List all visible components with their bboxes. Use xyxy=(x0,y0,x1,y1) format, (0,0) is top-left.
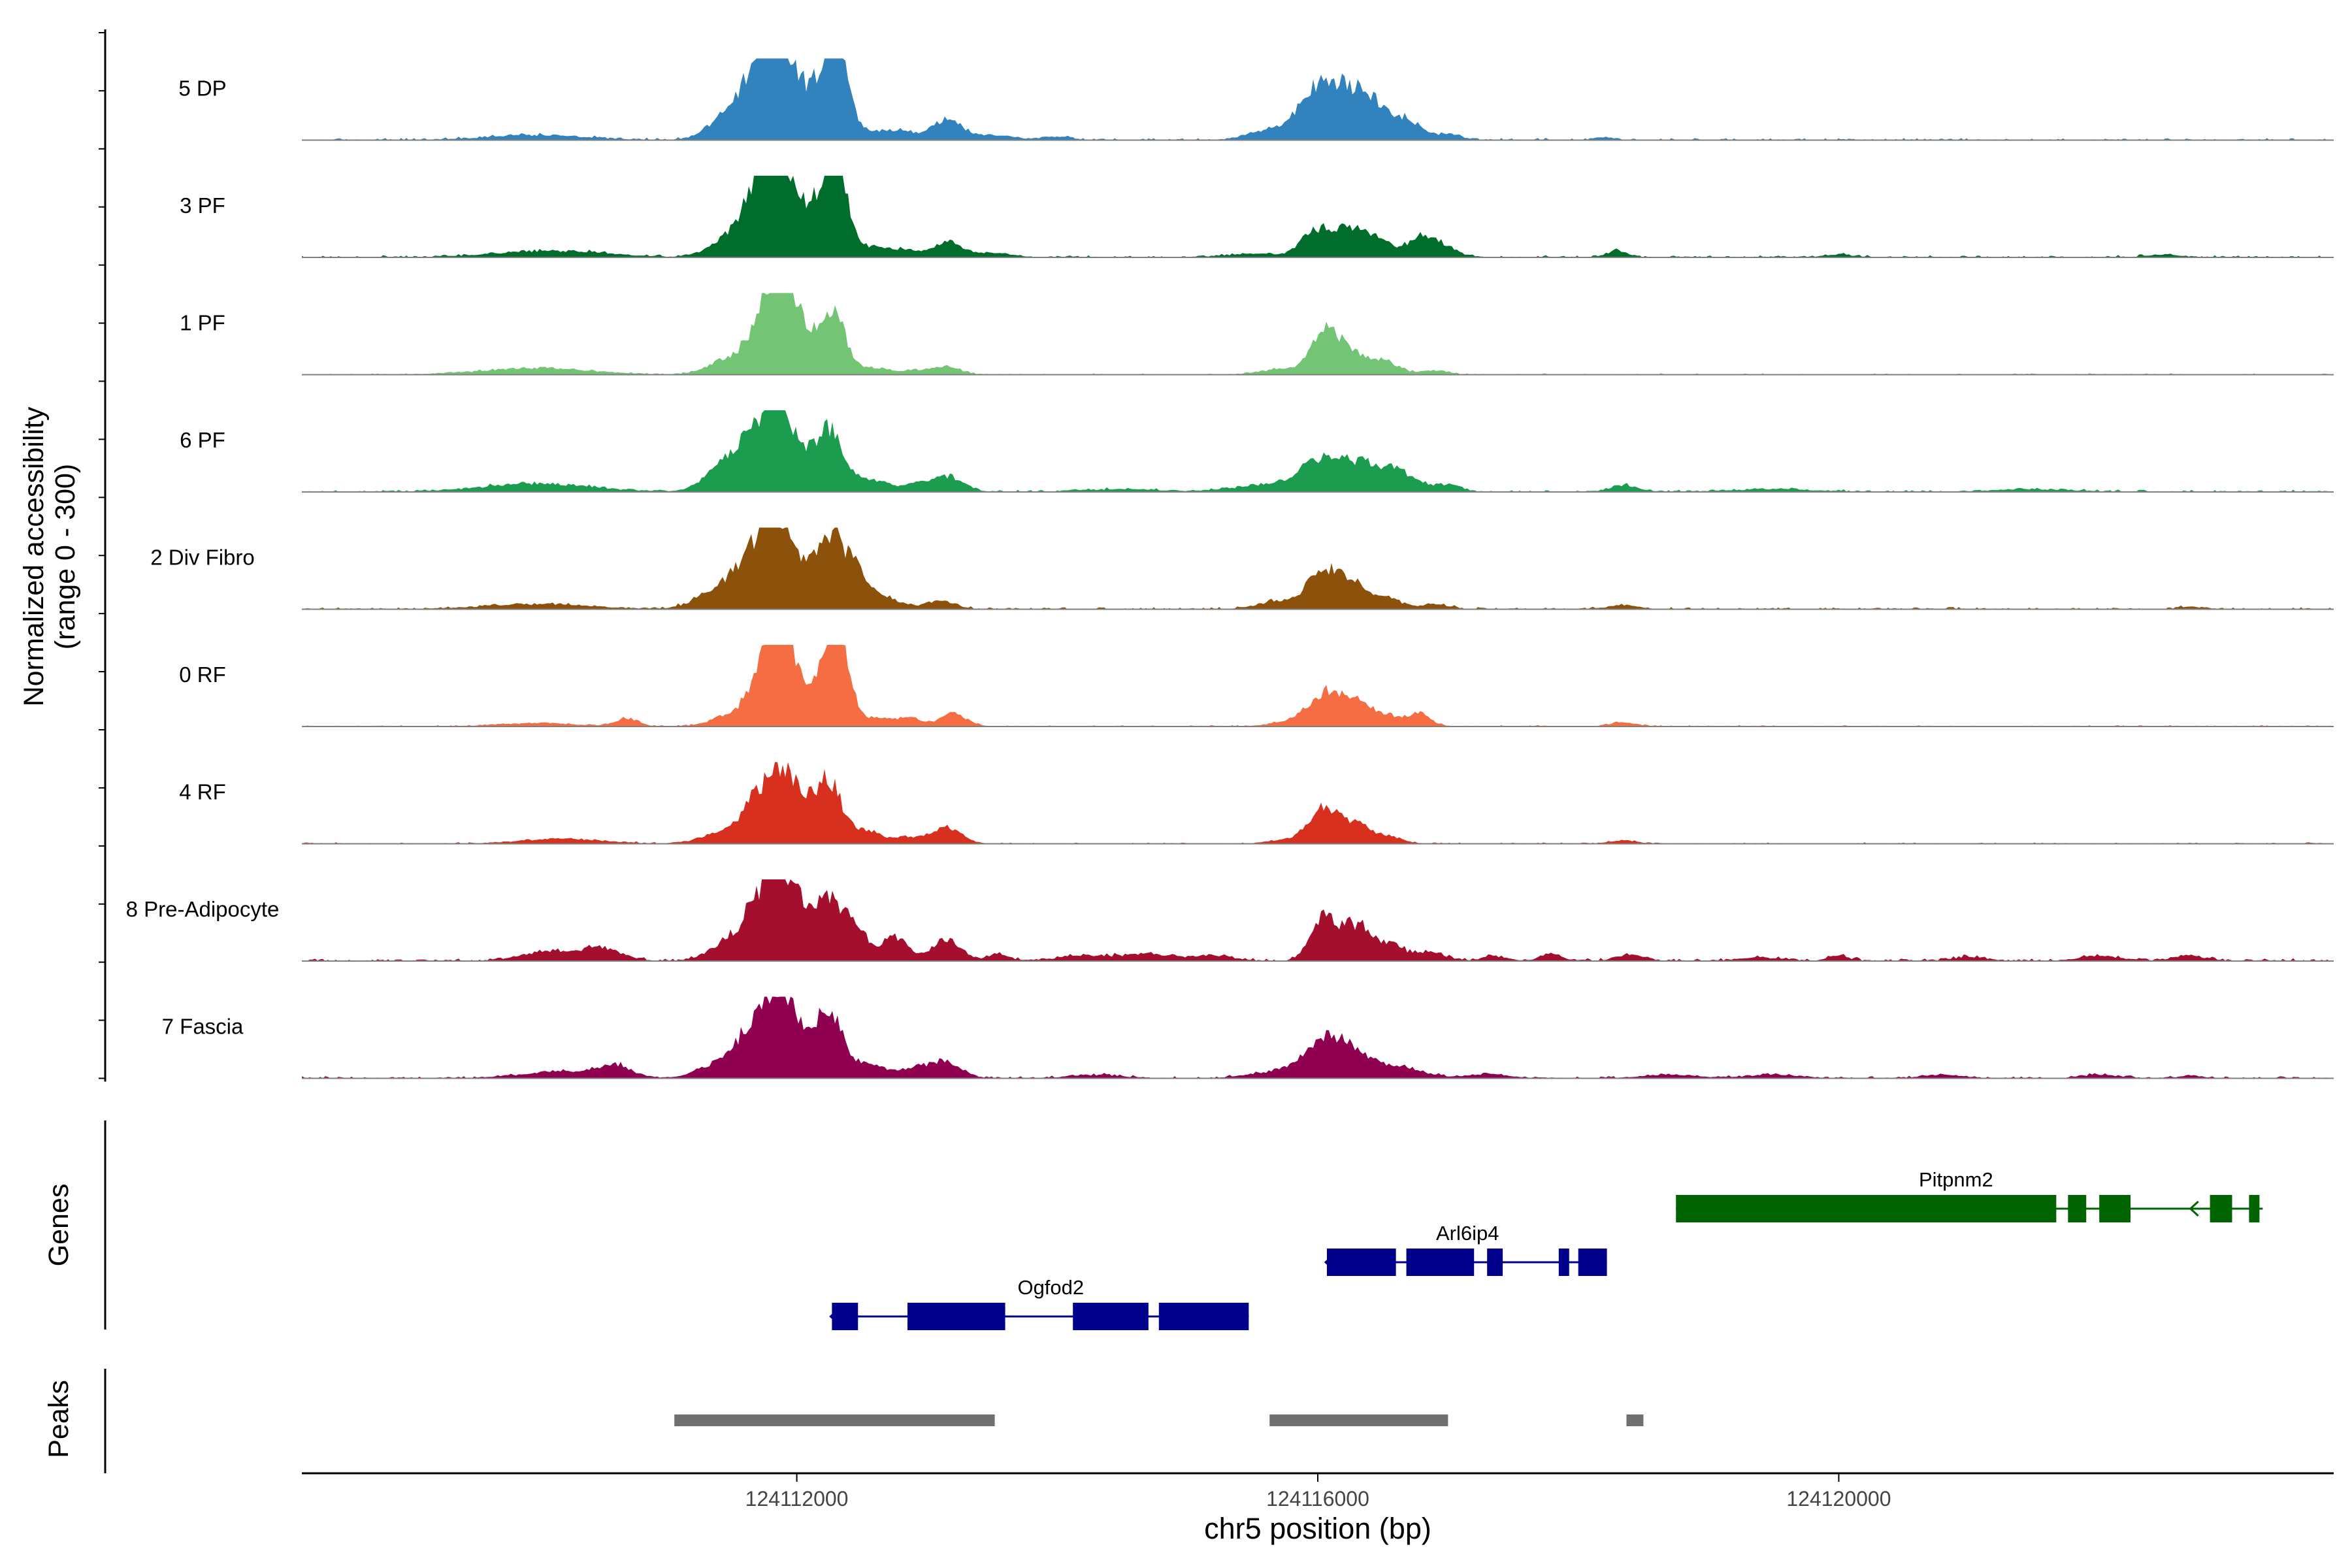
coverage-tracks: 5 DP 3 PF 1 PF 6 PF 2 Div Fibro 0 RF 4 RF 8 Pre… xyxy=(126,58,2334,1079)
track-6-pf: 6 PF xyxy=(180,410,2334,493)
coverage-area xyxy=(302,527,2334,610)
gene-arl6ip4: Arl6ip4 xyxy=(1324,1222,1607,1276)
coverage-area xyxy=(302,176,2334,257)
y-axis-range-label: (range 0 - 300) xyxy=(50,464,81,649)
gene-label: Arl6ip4 xyxy=(1436,1222,1499,1245)
coverage-area xyxy=(302,293,2334,375)
peaks-panel xyxy=(674,1414,1644,1426)
track-label: 0 RF xyxy=(179,662,226,687)
strand-arrow-icon xyxy=(2189,1200,2199,1217)
gene-exon xyxy=(2249,1195,2260,1222)
track-0-rf: 0 RF xyxy=(179,645,2334,727)
track-label: 6 PF xyxy=(180,428,225,452)
axes: Normalized accessibility (range 0 - 300)… xyxy=(18,29,2334,1545)
track-2-div-fibro: 2 Div Fibro xyxy=(150,527,2334,610)
genes-panel: Ogfod2 Arl6ip4 Pitpnm2 xyxy=(829,1168,2263,1330)
track-label: 4 RF xyxy=(179,780,226,804)
gene-exon xyxy=(2068,1195,2087,1222)
gene-exon xyxy=(1578,1249,1607,1276)
gene-exon xyxy=(1326,1249,1396,1276)
peak-region xyxy=(674,1414,995,1426)
gene-ogfod2: Ogfod2 xyxy=(829,1276,1249,1330)
track-label: 5 DP xyxy=(178,76,226,101)
x-tick-label: 124116000 xyxy=(1266,1487,1369,1511)
x-tick-label: 124120000 xyxy=(1786,1487,1891,1511)
strand-arrow-icon xyxy=(1324,1254,1334,1271)
gene-exon xyxy=(1158,1303,1249,1330)
y-axis-label: Normalized accessibility xyxy=(18,406,50,706)
genes-panel-label: Genes xyxy=(43,1184,74,1267)
coverage-area xyxy=(302,410,2334,492)
gene-exon xyxy=(2210,1195,2232,1222)
gene-exon xyxy=(2099,1195,2131,1222)
gene-exon xyxy=(1073,1303,1149,1330)
track-label: 8 Pre-Adipocyte xyxy=(126,897,280,921)
gene-exon xyxy=(907,1303,1005,1330)
coverage-area xyxy=(302,879,2334,961)
gene-label: Pitpnm2 xyxy=(1919,1168,1993,1191)
track-label: 1 PF xyxy=(180,311,225,335)
track-8-pre-adipocyte: 8 Pre-Adipocyte xyxy=(126,879,2334,962)
coverage-area xyxy=(302,996,2334,1079)
gene-label: Ogfod2 xyxy=(1017,1276,1084,1299)
coverage-area xyxy=(302,58,2334,140)
x-axis-label: chr5 position (bp) xyxy=(1204,1512,1431,1545)
track-1-pf: 1 PF xyxy=(180,293,2334,376)
gene-exon xyxy=(1676,1195,2057,1222)
x-tick-label: 124112000 xyxy=(745,1487,849,1511)
peak-region xyxy=(1269,1414,1448,1426)
gene-exon xyxy=(1487,1249,1503,1276)
track-3-pf: 3 PF xyxy=(180,176,2334,258)
peak-region xyxy=(1626,1414,1644,1426)
gene-pitpnm2: Pitpnm2 xyxy=(1676,1168,2263,1222)
coverage-area xyxy=(302,762,2334,844)
gene-exon xyxy=(1406,1249,1475,1276)
track-7-fascia: 7 Fascia xyxy=(162,996,2334,1079)
strand-arrow-icon xyxy=(829,1308,840,1325)
track-label: 2 Div Fibro xyxy=(150,546,255,570)
peaks-panel-label: Peaks xyxy=(43,1380,74,1458)
gene-exon xyxy=(832,1303,858,1330)
track-4-rf: 4 RF xyxy=(179,762,2334,845)
coverage-area xyxy=(302,645,2334,727)
track-5-dp: 5 DP xyxy=(178,58,2334,141)
gene-exon xyxy=(1558,1249,1569,1276)
track-label: 3 PF xyxy=(180,193,225,218)
track-label: 7 Fascia xyxy=(162,1015,244,1039)
